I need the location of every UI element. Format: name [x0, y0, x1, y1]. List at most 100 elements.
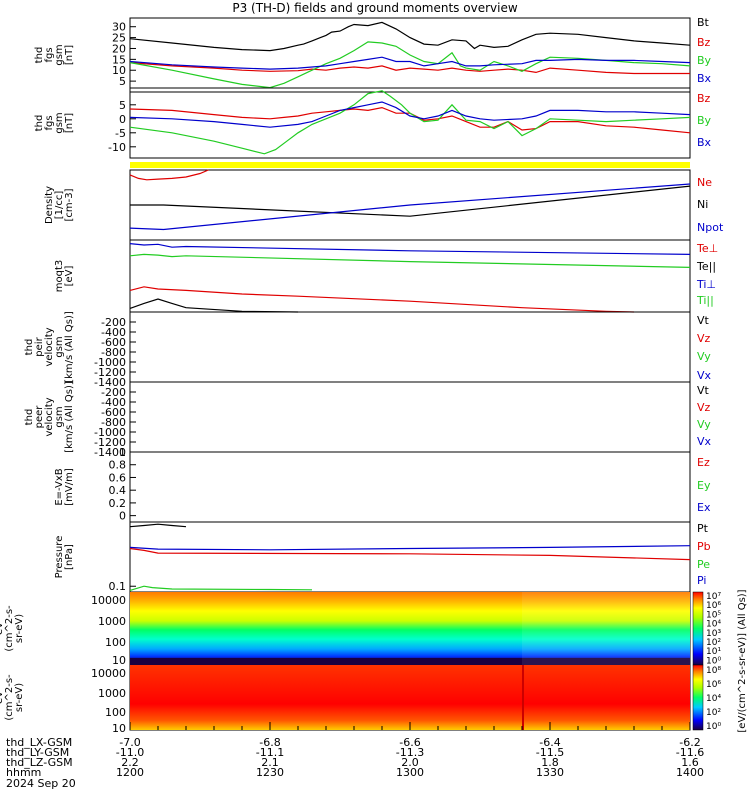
legend-Vx: Vx — [697, 435, 712, 448]
legend-Pt: Pt — [697, 522, 709, 535]
series-Pi — [129, 545, 691, 551]
legend-Ey: Ey — [697, 479, 711, 492]
panel-ylabel: fgs — [44, 115, 55, 130]
colorbar-tick: 10⁴ — [706, 620, 721, 630]
ytick-label: 1000 — [98, 615, 126, 628]
legend-Npot: Npot — [697, 221, 724, 234]
legend-Vy: Vy — [697, 350, 711, 363]
ytick-label: -1000 — [94, 426, 126, 439]
panel-ylabel: velocity — [44, 327, 55, 366]
xaxis-value: -6.4 — [539, 736, 560, 749]
ytick-label: -600 — [101, 406, 126, 419]
xaxis-value: 1330 — [536, 766, 564, 779]
series-Te|| — [129, 298, 299, 313]
ytick-label: -1200 — [94, 436, 126, 449]
ytick-label: 100 — [105, 706, 126, 719]
panel-ylabel: thd — [34, 115, 45, 132]
panel-ylabel: gsm — [54, 336, 65, 357]
xaxis-value: 1400 — [676, 766, 704, 779]
panel-3: Density [1/cc] [cm-3] Ne Ni Npot — [44, 169, 724, 241]
colorbar-tick: 10⁰ — [706, 722, 721, 732]
panel-ylabel: [cm-3] — [64, 188, 75, 221]
panel-ylabel: E=-VxB — [54, 468, 65, 505]
legend-By: By — [697, 114, 712, 127]
legend-Ni: Ni — [697, 198, 708, 211]
panel-ylabel: thd — [24, 339, 35, 356]
xaxis-value: 1200 — [116, 766, 144, 779]
colorbar-tick: 10³ — [706, 629, 721, 639]
ytick-label: -400 — [101, 326, 126, 339]
colorbar-tick: 10⁶ — [706, 680, 721, 690]
x-axis: thd_LX-GSM -7.0 -6.8 -6.6 -6.4 -6.2 thd_LY-GSM… — [6, 722, 704, 790]
legend-Bz: Bz — [697, 36, 711, 49]
panel-ylabel: (cm^2-s- — [4, 674, 15, 721]
xaxis-row-label: hhmm — [6, 766, 41, 779]
panel-ylabel: [nT] — [64, 45, 75, 65]
series-Bx — [129, 101, 691, 128]
ytick-label: -200 — [101, 386, 126, 399]
panel-frame — [129, 311, 691, 383]
xaxis-value: 2.0 — [401, 756, 419, 769]
panel-ylabel: [nPa] — [64, 544, 75, 570]
panel-ylabel: Pressure — [54, 536, 65, 579]
colorbar-label: [eV/(cm^2-s-sr-eV)] (All Qs)] — [737, 589, 748, 732]
ytick-label: 10000 — [91, 667, 126, 680]
panel-8: Pressure [nPa] 0.1 Pt Pb Pe Pi — [54, 521, 711, 593]
ytick-label: -1000 — [94, 356, 126, 369]
colorbar-tick: 10² — [706, 638, 721, 648]
legend-By: By — [697, 54, 712, 67]
panel-ylabel: sr-eV) — [14, 683, 25, 712]
colorbar-tick: 10⁶ — [706, 601, 721, 611]
panel-ylabel: [nT] — [64, 113, 75, 133]
panel-7: E=-VxB [mV/m] 00.20.40.60.81 Ez Ey Ex — [54, 446, 711, 523]
ytick-label: 10000 — [91, 594, 126, 607]
panel-ylabel: Density — [44, 186, 55, 224]
panel-ylabel: sr-eV) — [14, 614, 25, 643]
panel-5: thd peir velocity gsm [km/s (All Qs)] -1400-1… — [24, 311, 712, 389]
panel-frame — [129, 451, 691, 523]
chart-title: P3 (TH-D) fields and ground moments over… — [232, 1, 517, 15]
series-Pb — [129, 547, 691, 561]
ytick-label: 0.6 — [109, 471, 127, 484]
xaxis-value: -11.3 — [396, 746, 424, 759]
ytick-label: -1400 — [94, 376, 126, 389]
xaxis-row-label: thd_LY-GSM — [6, 746, 69, 759]
panel-ylabel: [1/cc] — [54, 191, 65, 220]
xaxis-value: -6.6 — [399, 736, 420, 749]
ytick-label: 0.4 — [109, 484, 127, 497]
xaxis-value: -11.5 — [536, 746, 564, 759]
xaxis-value: -6.2 — [679, 736, 700, 749]
panel-ylabel: peir — [34, 336, 45, 356]
legend-Bx: Bx — [697, 72, 712, 85]
xaxis-value: -6.8 — [259, 736, 280, 749]
series-Bt — [129, 21, 691, 52]
ytick-label: 0 — [119, 113, 126, 126]
ytick-label: 0.1 — [109, 580, 127, 593]
series-Pt — [129, 523, 187, 528]
series-Ti|| — [129, 253, 691, 268]
legend-Vy: Vy — [697, 418, 711, 431]
xaxis-value: -11.0 — [116, 746, 144, 759]
series-Bx — [129, 56, 691, 70]
ytick-label: 100 — [105, 636, 126, 649]
xaxis-value: -7.0 — [119, 736, 140, 749]
ytick-label: 1000 — [98, 687, 126, 700]
xaxis-value: 1.6 — [681, 756, 699, 769]
heatmap-peer-divider — [522, 665, 524, 730]
ytick-label: -1200 — [94, 366, 126, 379]
legend-Ex: Ex — [697, 501, 711, 514]
legend-Bx: Bx — [697, 136, 712, 149]
xaxis-value: -11.6 — [676, 746, 704, 759]
panel-4: moqt3 [eV] Te⊥ Te|| Ti⊥ Ti|| — [54, 239, 718, 313]
ytick-label: 15 — [112, 53, 126, 66]
series-Ti⊥ — [129, 243, 691, 255]
xaxis-value: 1230 — [256, 766, 284, 779]
ytick-label: 20 — [112, 42, 126, 55]
ytick-label: 0 — [119, 510, 126, 523]
ytick-label: 1 — [119, 446, 126, 459]
xaxis-value: -11.1 — [256, 746, 284, 759]
xaxis-value: 2.1 — [261, 756, 279, 769]
series-By — [129, 90, 691, 155]
legend-Bz: Bz — [697, 92, 711, 105]
